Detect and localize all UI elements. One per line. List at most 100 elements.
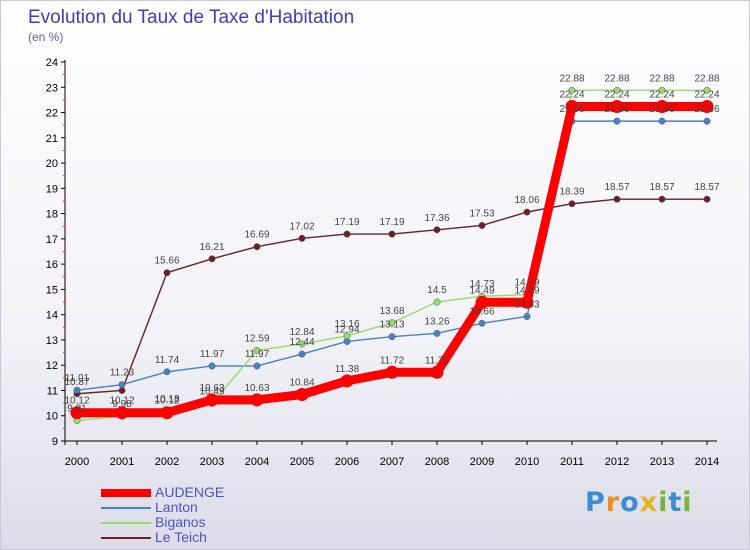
data-point-le-teich xyxy=(658,195,666,203)
axes: 9 10 11 12 13 14 15 16 17 18 19 20 21 22 23 24 2000 2001 2… xyxy=(46,57,719,468)
data-point-lanton xyxy=(298,350,306,358)
data-label-audenge: 10.63 xyxy=(199,383,224,394)
data-label-audenge: 10.12 xyxy=(109,396,134,407)
data-label-audenge: 10.84 xyxy=(289,378,314,389)
data-point-le-teich xyxy=(478,222,486,229)
data-label-biganos: 13.16 xyxy=(334,319,359,330)
data-label-lanton: 21.66 xyxy=(694,104,719,115)
legend-label-audenge: AUDENGE xyxy=(155,484,225,500)
data-point-le-teich xyxy=(613,195,621,203)
data-label-le-teich: 18.57 xyxy=(694,182,719,193)
data-label-lanton: 21.66 xyxy=(559,104,584,115)
data-label-le-teich: 15.66 xyxy=(154,256,179,267)
data-label-biganos: 14.73 xyxy=(469,279,494,290)
data-label-le-teich: 17.19 xyxy=(379,217,404,228)
data-label-biganos: 10.49 xyxy=(199,386,224,397)
data-point-audenge xyxy=(160,406,174,420)
data-labels: 10.87 15.66 16.21 16.69 17.02 17.19 17.19 17.36… xyxy=(64,73,719,414)
data-label-biganos: 10.18 xyxy=(154,394,179,405)
data-label-le-teich: 18.57 xyxy=(604,182,629,193)
data-label-le-teich: 10.87 xyxy=(64,377,89,388)
logo-letter: P xyxy=(585,487,606,518)
data-point-le-teich xyxy=(703,195,711,203)
x-tick-label: 2013 xyxy=(650,456,674,468)
data-point-audenge xyxy=(295,388,309,402)
data-label-audenge: 11.38 xyxy=(335,364,360,375)
x-tick-label: 2001 xyxy=(110,456,134,468)
logo-letter: x xyxy=(639,487,659,518)
data-label-audenge: 10.12 xyxy=(64,396,89,407)
data-point-le-teich xyxy=(523,208,531,216)
y-tick-label: 23 xyxy=(46,82,58,94)
data-label-biganos: 22.88 xyxy=(649,73,674,84)
data-point-biganos xyxy=(433,298,441,306)
data-point-audenge xyxy=(115,406,129,420)
data-label-biganos: 9.81 xyxy=(67,404,87,415)
legend-label-biganos: Biganos xyxy=(155,514,206,530)
y-tick-label: 10 xyxy=(46,411,58,423)
data-point-le-teich xyxy=(388,230,396,238)
data-point-audenge xyxy=(565,99,579,113)
data-point-lanton xyxy=(208,362,216,370)
y-tick-label: 19 xyxy=(46,183,58,195)
data-label-lanton: 13.66 xyxy=(469,306,494,317)
x-tick-label: 2010 xyxy=(515,456,539,468)
y-tick-label: 24 xyxy=(46,57,58,69)
chart-title: Evolution du Taux de Taxe d'Habitation xyxy=(28,7,355,28)
x-tick-label: 2014 xyxy=(695,456,719,468)
data-point-audenge xyxy=(655,99,669,113)
data-point-le-teich xyxy=(163,269,171,277)
x-tick-label: 2004 xyxy=(245,456,269,468)
data-point-biganos xyxy=(343,332,351,340)
x-tick-label: 2005 xyxy=(290,456,314,468)
legend-swatch-lanton xyxy=(101,507,151,509)
series-layer xyxy=(70,86,714,424)
data-point-le-teich xyxy=(568,200,576,208)
logo-letter: i xyxy=(658,487,669,518)
x-tick-label: 2011 xyxy=(560,456,584,468)
data-point-biganos xyxy=(658,86,666,94)
data-point-lanton xyxy=(703,117,711,125)
data-point-biganos xyxy=(298,340,306,348)
data-point-biganos xyxy=(613,86,621,94)
data-point-biganos xyxy=(703,86,711,94)
data-point-biganos xyxy=(388,319,396,327)
data-point-biganos xyxy=(253,346,261,354)
data-label-le-teich: 18.06 xyxy=(514,195,539,206)
data-label-le-teich: 16.69 xyxy=(244,230,269,241)
logo-letter: o xyxy=(620,487,640,518)
y-tick-label: 13 xyxy=(46,335,58,347)
data-label-audenge: 22.24 xyxy=(649,89,674,100)
data-point-le-teich xyxy=(433,226,441,234)
x-tick-label: 2003 xyxy=(200,456,224,468)
data-label-lanton: 11.97 xyxy=(200,349,225,360)
data-point-le-teich xyxy=(208,255,216,263)
data-point-lanton xyxy=(73,386,81,394)
data-label-biganos: 14.5 xyxy=(427,285,447,296)
data-label-lanton: 21.66 xyxy=(649,104,674,115)
legend-swatch-le-teich xyxy=(101,537,151,539)
legend-swatch-biganos xyxy=(101,522,151,524)
data-label-lanton: 13.93 xyxy=(514,299,539,310)
y-tick-label: 9 xyxy=(52,436,58,448)
data-point-lanton xyxy=(433,329,441,337)
unit-label: (en %) xyxy=(28,30,64,44)
data-label-audenge: 11.72 xyxy=(380,355,405,366)
data-point-le-teich xyxy=(343,230,351,238)
data-label-lanton: 11.01 xyxy=(65,373,90,384)
logo-letter: t xyxy=(668,487,683,518)
y-tick-label: 22 xyxy=(46,108,58,120)
y-tick-label: 16 xyxy=(46,259,58,271)
data-label-le-teich: 18.57 xyxy=(649,182,674,193)
x-tick-label: 2008 xyxy=(425,456,449,468)
proxiti-logo: Proxiti xyxy=(585,487,693,518)
data-label-audenge: 11.72 xyxy=(425,355,450,366)
data-point-audenge xyxy=(610,99,624,113)
data-label-lanton: 13.13 xyxy=(379,320,404,331)
y-tick-label: 15 xyxy=(46,284,58,296)
legend-swatch-audenge xyxy=(101,489,151,497)
data-label-le-teich: 16.21 xyxy=(199,242,224,253)
data-label-audenge: 14.49 xyxy=(514,285,539,296)
